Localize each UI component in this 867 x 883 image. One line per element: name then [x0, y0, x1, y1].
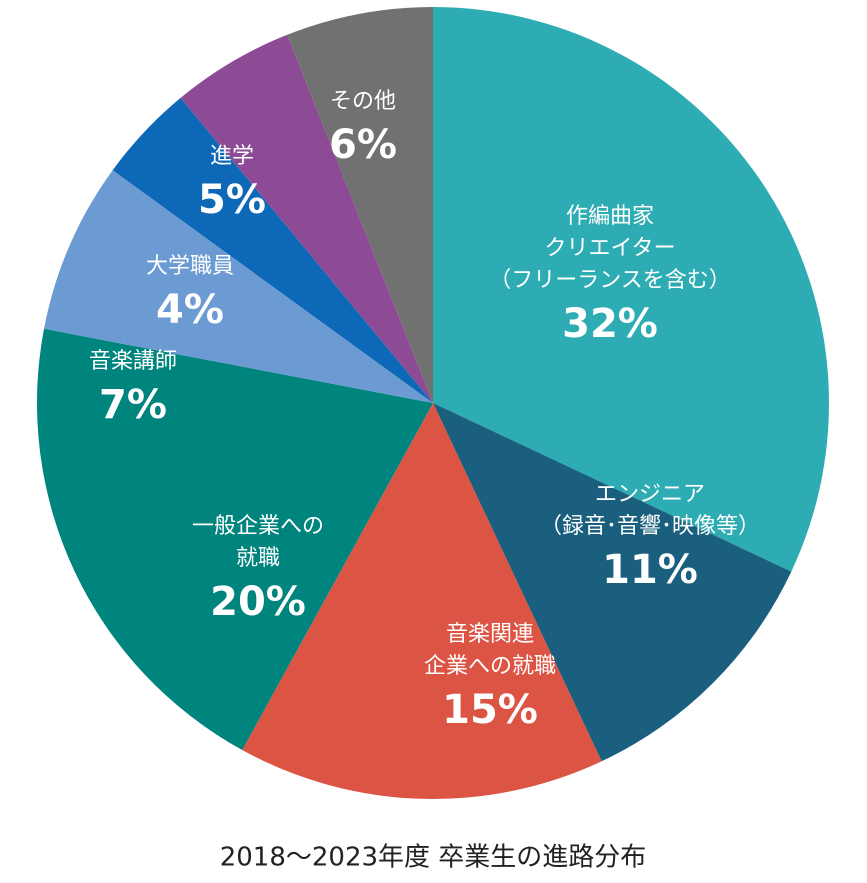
pie-slice: [180, 34, 433, 404]
value-label: 6%: [329, 122, 397, 168]
pie-slice: [112, 97, 433, 403]
pie: [36, 7, 830, 799]
slice-label: 音楽関連: [446, 622, 534, 647]
chart-title: 2018～2023年度 卒業生の進路分布: [220, 843, 647, 873]
pie-slice: [433, 403, 792, 762]
slice-label: 作編曲家: [566, 204, 654, 229]
slice-label: 進学: [210, 144, 254, 169]
slice-label: その他: [330, 89, 396, 114]
slice-label: クリエイター: [544, 236, 675, 261]
value-label: 20%: [210, 579, 306, 625]
value-label: 32%: [562, 301, 658, 347]
slice-label: （録音･音響･映像等）: [540, 514, 760, 539]
slice-label: 企業への就職: [424, 654, 556, 679]
pie-slice: [36, 328, 433, 751]
pie-slice: [287, 7, 433, 403]
value-label: 11%: [602, 547, 698, 593]
slice-label: エンジニア: [595, 482, 705, 507]
value-label: 7%: [99, 382, 167, 428]
slice-label: 大学職員: [146, 254, 234, 279]
slice-label: 一般企業への: [192, 514, 324, 539]
pie-slice: [44, 170, 433, 403]
slice-label: 音楽講師: [89, 349, 177, 374]
pie-slice: [242, 403, 602, 799]
pie-slice: [433, 7, 830, 572]
slice-label: （フリーランスを含む）: [489, 268, 731, 293]
slice-label: 就職: [236, 546, 280, 571]
value-label: 15%: [442, 687, 538, 733]
value-label: 4%: [156, 287, 224, 333]
value-label: 5%: [198, 177, 266, 223]
